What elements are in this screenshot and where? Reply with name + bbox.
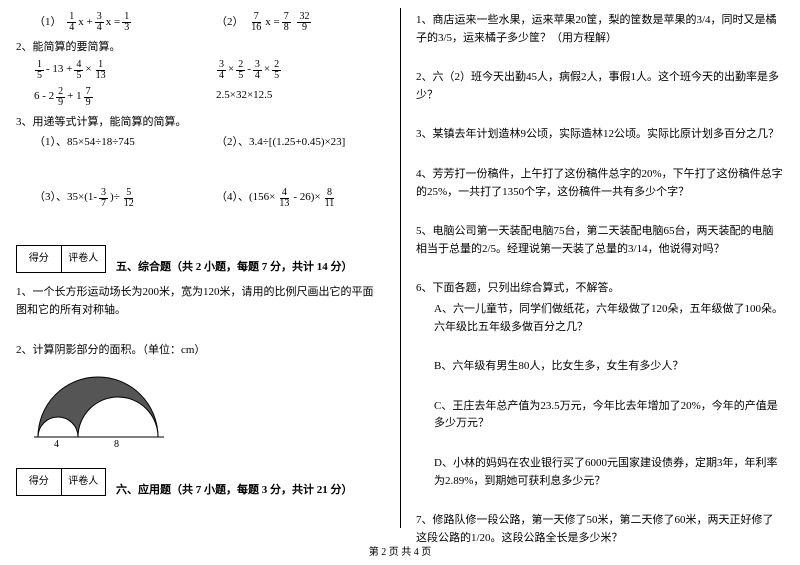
- txt: x =: [265, 14, 279, 32]
- r-q6c: C、王庄去年总产值为23.5万元，今年比去年增加了20%，今年的产值是多少万元？: [416, 398, 784, 433]
- q3-4: （4）、(156× 413 - 26)× 811: [216, 188, 384, 209]
- txt: x =: [106, 14, 120, 32]
- page: （1） 14 x + 34 x = 13 （2） 716 x = 78 329 …: [0, 0, 800, 540]
- section-6-title: 六、应用题（共 7 小题，每题 3 分，共计 21 分）: [116, 482, 384, 500]
- page-footer: 第 2 页 共 4 页: [0, 545, 800, 561]
- s5-q1: 1、一个长方形运动场长为200米，宽为120米，请用的比例尺画出它的平面图和它的…: [16, 284, 384, 319]
- score-label: 得分: [17, 246, 62, 272]
- shaded-area-diagram: 4 8: [34, 367, 384, 454]
- q3-row2: （3）、35×(1- 37 )÷ 512 （4）、(156× 413 - 26)…: [16, 188, 384, 209]
- q1-equations: （1） 14 x + 34 x = 13 （2） 716 x = 78 329: [16, 12, 384, 33]
- q2-row1: 15 - 13 + 45 × 113 34 × 25 - 34 × 25: [16, 60, 384, 81]
- q3-title: 3、用递等式计算，能简算的简算。: [16, 114, 384, 132]
- q2-row2: 6 - 2 29 + 1 79 2.5×32×12.5: [16, 87, 384, 108]
- s5-q2: 2、计算阴影部分的面积。（单位：cm）: [16, 342, 384, 360]
- score-label: 得分: [17, 469, 62, 495]
- r-q4: 4、芳芳打一份稿件，上午打了这份稿件总字的20%，下午打了这份稿件总字的25%，…: [416, 166, 784, 201]
- q3-1: （1）、85×54÷18÷745: [34, 134, 216, 152]
- txt: x +: [78, 14, 92, 32]
- label: （1）: [34, 14, 62, 32]
- label-8: 8: [114, 439, 119, 447]
- q2-title: 2、能简算的要简算。: [16, 39, 384, 57]
- left-column: （1） 14 x + 34 x = 13 （2） 716 x = 78 329 …: [0, 0, 400, 540]
- score-box-6: 得分 评卷人: [16, 468, 106, 496]
- q2b: 34 × 25 - 34 × 25: [216, 60, 384, 81]
- r-q7: 7、修路队修一段公路，第一天修了50米，第二天修了60米，两天正好修了这段公路的…: [416, 512, 784, 547]
- q3-2: （2）、3.4÷[(1.25+0.45)×23]: [216, 134, 384, 152]
- label: （2）: [216, 14, 244, 32]
- q2a: 15 - 13 + 45 × 113: [34, 60, 216, 81]
- r-q1: 1、商店运来一些水果，运来苹果20筐，梨的筐数是苹果的3/4，同时又是橘子的3/…: [416, 12, 784, 47]
- r-q6: 6、下面各题，只列出综合算式，不解答。: [416, 280, 784, 298]
- section-5-title: 五、综合题（共 2 小题，每题 7 分，共计 14 分）: [116, 259, 384, 277]
- grader-label: 评卷人: [62, 246, 106, 272]
- r-q6d: D、小林的妈妈在农业银行买了6000元国家建设债券，定期3年，年利率为2.89%…: [416, 455, 784, 490]
- eq-1: （1） 14 x + 34 x = 13: [34, 12, 216, 33]
- q3-row1: （1）、85×54÷18÷745 （2）、3.4÷[(1.25+0.45)×23…: [16, 134, 384, 152]
- r-q3: 3、某镇去年计划造林9公顷，实际造林12公顷。实际比原计划多百分之几？: [416, 126, 784, 144]
- r-q5: 5、电脑公司第一天装配电脑75台，第二天装配电脑65台，两天装配的电脑相当于总量…: [416, 223, 784, 258]
- score-box-5: 得分 评卷人: [16, 245, 106, 273]
- q2c: 6 - 2 29 + 1 79: [34, 87, 216, 108]
- right-column: 1、商店运来一些水果，运来苹果20筐，梨的筐数是苹果的3/4，同时又是橘子的3/…: [400, 0, 800, 540]
- r-q6a: A、六一儿童节，同学们做纸花，六年级做了120朵，五年级做了100朵。六年级比五…: [416, 301, 784, 336]
- r-q6b: B、六年级有男生80人，比女生多，女生有多少人？: [416, 358, 784, 376]
- r-q2: 2、六（2）班今天出勤45人，病假2人，事假1人。这个班今天的出勤率是多少？: [416, 69, 784, 104]
- q2d: 2.5×32×12.5: [216, 87, 384, 108]
- eq-2: （2） 716 x = 78 329: [216, 12, 384, 33]
- label-4: 4: [54, 439, 59, 447]
- grader-label: 评卷人: [62, 469, 106, 495]
- q3-3: （3）、35×(1- 37 )÷ 512: [34, 188, 216, 209]
